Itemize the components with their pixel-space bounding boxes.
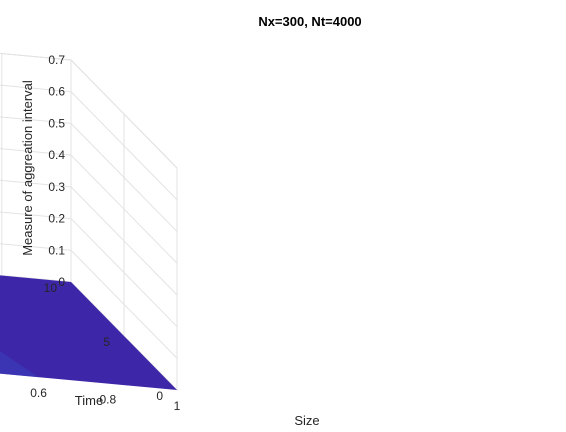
z-tick-label: 0.3 [48, 180, 65, 194]
chart-title: Nx=300, Nt=4000 [258, 14, 361, 29]
z-gridline-back [0, 148, 72, 156]
z-gridline-back [0, 179, 72, 188]
z-gridline-back [0, 274, 72, 283]
y-axis-label: Time [75, 393, 103, 408]
z-gridline-back [0, 52, 72, 61]
y-tick-label: 0 [156, 389, 163, 403]
x-axis-label: Size [294, 413, 319, 428]
z-gridline-back [0, 211, 72, 220]
z-tick-label: 0.4 [48, 148, 65, 162]
z-tick-label: 0.7 [48, 53, 65, 67]
surface-band [0, 351, 39, 378]
x-tick-label: 0.8 [99, 393, 116, 407]
y-tick-label: 10 [44, 281, 58, 295]
y-tick-label: 5 [103, 335, 110, 349]
z-axis-label: Measure of aggreation interval [20, 80, 35, 256]
z-gridline-back [0, 243, 72, 251]
z-gridline-back [0, 116, 72, 124]
tick-labels: 10.80.60.40.20051000.10.20.30.40.50.60.7 [30, 53, 181, 413]
x-tick-label: 0.6 [30, 386, 47, 400]
x-tick-label: 1 [174, 399, 181, 413]
z-tick-label: 0.2 [48, 212, 65, 226]
z-tick-label: 0.1 [48, 243, 65, 257]
surface-floor [0, 275, 177, 390]
z-gridline-back [0, 84, 72, 93]
z-tick-label: 0.5 [48, 116, 65, 130]
surface [0, 275, 177, 390]
z-tick-label: 0 [58, 275, 65, 289]
z-tick-label: 0.6 [48, 85, 65, 99]
